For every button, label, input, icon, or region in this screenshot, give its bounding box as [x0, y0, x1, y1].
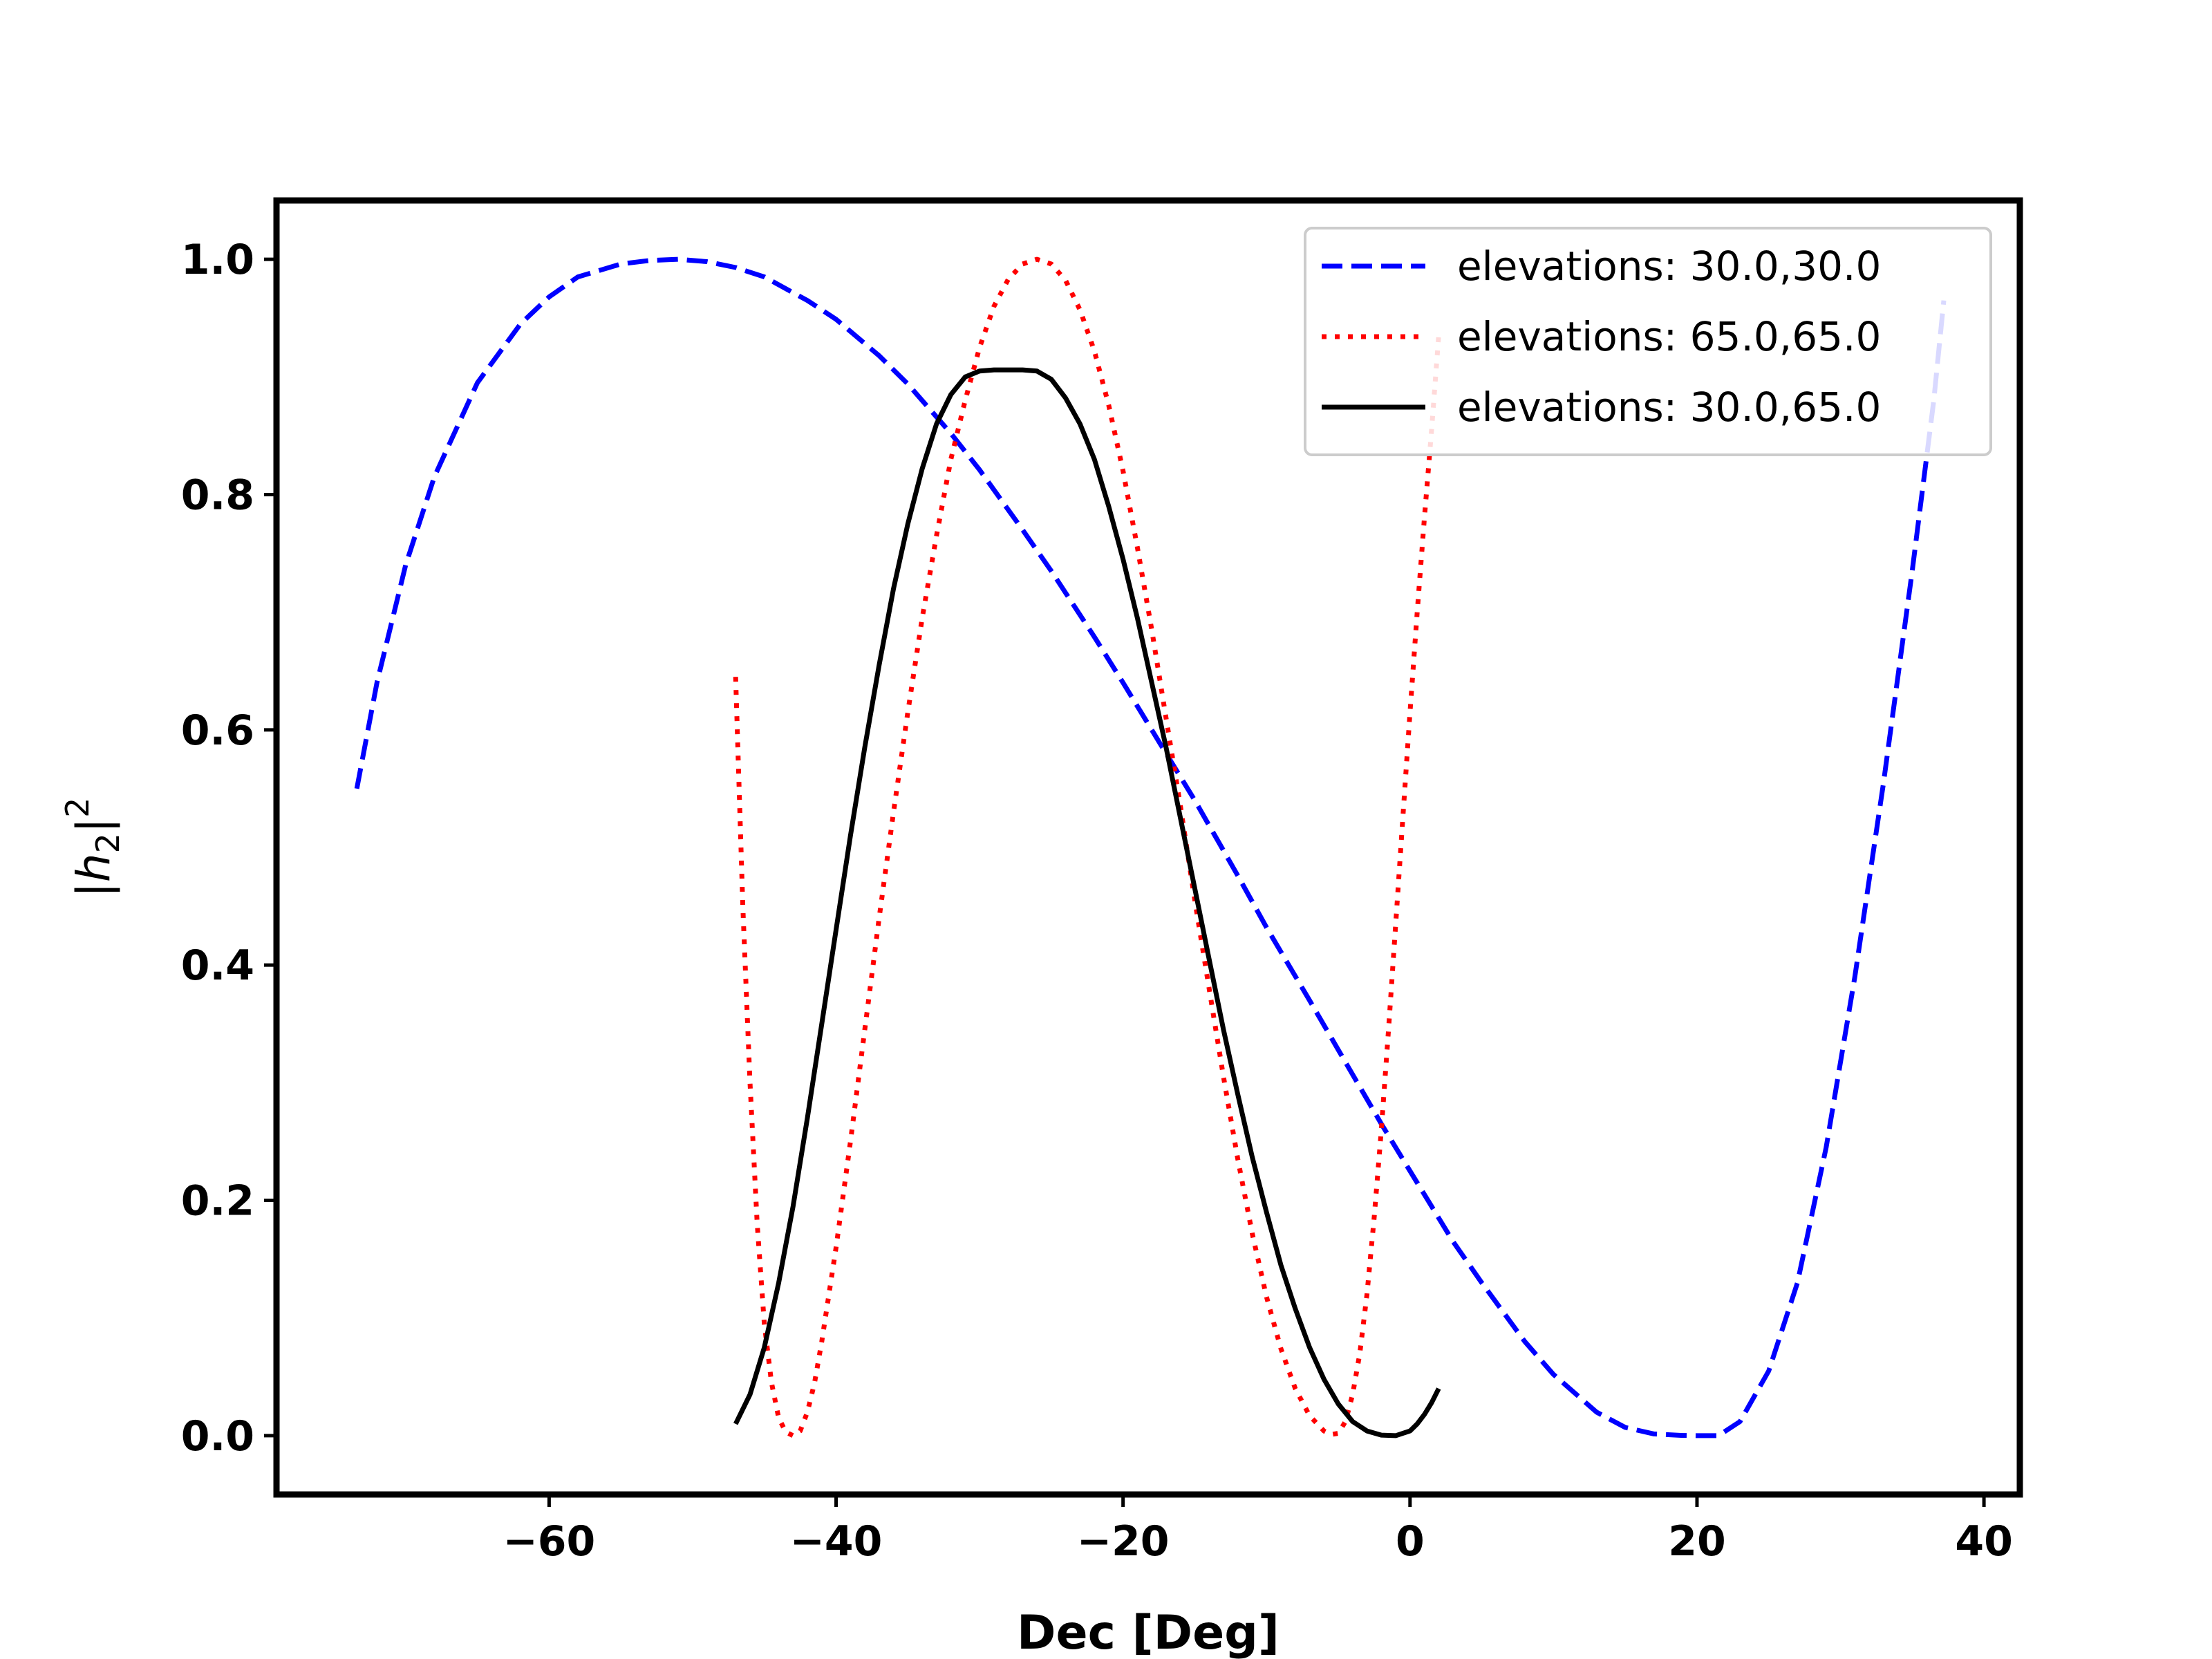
- x-tick-label: 20: [1668, 1517, 1726, 1566]
- y-tick-label: 0.8: [181, 471, 254, 519]
- legend-label-series-1: elevations: 30.0,30.0: [1457, 243, 1881, 290]
- y-label-subscript: 2: [89, 833, 126, 853]
- legend: elevations: 30.0,30.0 elevations: 65.0,6…: [1304, 227, 1992, 456]
- y-tick-label: 0.4: [181, 941, 254, 990]
- x-axis: −60 −40 −20 0 20 40: [503, 1494, 2013, 1566]
- x-axis-label: Dec [Deg]: [1017, 1606, 1280, 1659]
- x-tick-label: −40: [790, 1517, 883, 1566]
- x-tick-label: 40: [1955, 1517, 2013, 1566]
- x-tick-label: −20: [1077, 1517, 1170, 1566]
- series-line-1: [354, 256, 1947, 1438]
- plot-frame: [273, 197, 2023, 1498]
- y-label-bar-right: |: [67, 818, 120, 833]
- y-label-superscript: 2: [59, 798, 96, 818]
- x-tick-label: −60: [503, 1517, 595, 1566]
- y-axis-label: |h2|2: [59, 798, 126, 898]
- y-tick-label: 0.2: [181, 1177, 254, 1226]
- y-label-h: h: [67, 853, 120, 882]
- legend-label-series-3: elevations: 30.0,65.0: [1457, 384, 1881, 431]
- legend-label-series-2: elevations: 65.0,65.0: [1457, 313, 1881, 360]
- series-layer: [354, 256, 1947, 1438]
- series-line-3: [733, 367, 1441, 1438]
- x-tick-label: 0: [1396, 1517, 1425, 1566]
- legend-box: [1304, 227, 1992, 456]
- y-label-bar-left: |: [67, 882, 120, 897]
- y-tick-label: 0.6: [181, 706, 254, 755]
- y-axis: 0.0 0.2 0.4 0.6 0.8 1.0: [181, 236, 276, 1461]
- series-line-2: [733, 256, 1441, 1438]
- y-tick-label: 0.0: [181, 1412, 254, 1461]
- y-tick-label: 1.0: [181, 236, 254, 284]
